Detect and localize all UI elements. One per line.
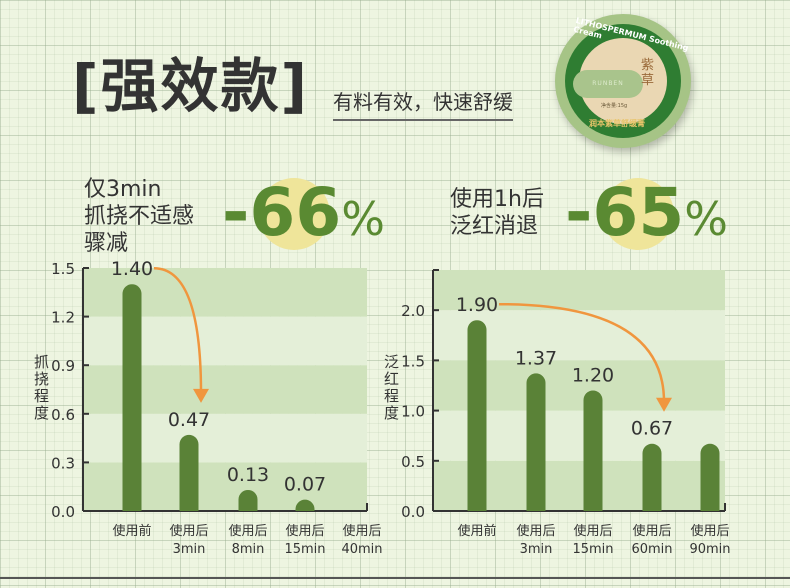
x-tick-label: 使用后 bbox=[169, 523, 208, 539]
y-tick-label: 0.5 bbox=[401, 453, 425, 471]
x-tick-label: 使用前 bbox=[457, 523, 496, 539]
bar bbox=[122, 284, 142, 511]
bar bbox=[295, 499, 315, 511]
x-tick-label: 使用后 bbox=[632, 523, 671, 539]
data-label: 0.47 bbox=[168, 409, 210, 431]
x-tick-label: 40min bbox=[341, 542, 382, 557]
data-label: 0.07 bbox=[284, 474, 326, 496]
plot-band bbox=[433, 270, 725, 311]
stat-description-2: 使用1h后 泛红消退 bbox=[450, 186, 544, 240]
page-title: [强效款] bbox=[72, 52, 310, 120]
x-tick-label: 15min bbox=[572, 542, 613, 557]
y-axis-label-2: 泛红程度 bbox=[384, 353, 400, 422]
y-axis-label-1: 抓挠程度 bbox=[34, 353, 50, 422]
y-tick-label: 1.2 bbox=[51, 309, 75, 327]
x-tick-label: 60min bbox=[631, 542, 672, 557]
y-tick-label: 1.5 bbox=[51, 260, 75, 278]
x-tick-label: 使用后 bbox=[516, 523, 555, 539]
data-label: 1.90 bbox=[456, 294, 498, 316]
bar bbox=[179, 434, 199, 511]
x-tick-label: 3min bbox=[520, 542, 553, 557]
product-net-content: 净含量:15g bbox=[601, 103, 628, 109]
x-tick-label: 使用后 bbox=[285, 523, 324, 539]
x-tick-label: 3min bbox=[173, 542, 206, 557]
trend-arrow bbox=[153, 266, 203, 393]
y-tick-label: 0.3 bbox=[51, 454, 75, 472]
arrow-head-icon bbox=[193, 388, 209, 403]
x-tick-label: 15min bbox=[284, 542, 325, 557]
y-tick-label: 2.0 bbox=[401, 302, 425, 320]
stat-line: 使用1h后 bbox=[450, 187, 544, 212]
redness-chart: 0.0 0.5 1.0 1.5 2.0 1.90 使用前 1.37 使用后 3min 1.20 使用后… bbox=[401, 269, 731, 557]
y-tick-label: 0.6 bbox=[51, 406, 75, 424]
stat-line: 骤减 bbox=[84, 231, 129, 256]
y-tick-label: 0.0 bbox=[401, 503, 425, 521]
x-tick-label: 使用前 bbox=[112, 523, 151, 539]
page-subtitle: 有料有效，快速舒缓 bbox=[333, 86, 513, 121]
trend-arrow bbox=[498, 302, 666, 402]
y-tick-label: 1.5 bbox=[401, 352, 425, 370]
stat-unit: % bbox=[341, 192, 385, 246]
bar bbox=[238, 489, 258, 511]
divider bbox=[0, 577, 790, 579]
y-tick-label: 0.0 bbox=[51, 503, 75, 521]
x-tick-label: 使用后 bbox=[573, 523, 612, 539]
product-logo: RUNBEN bbox=[573, 70, 643, 98]
product-name-cn: 紫草 bbox=[641, 58, 655, 88]
product-name: 润本紫草舒缓膏 bbox=[589, 119, 645, 128]
data-label: 1.37 bbox=[515, 347, 557, 369]
stat-line: 泛红消退 bbox=[450, 214, 539, 239]
x-tick-label: 90min bbox=[689, 542, 730, 557]
x-tick-label: 使用后 bbox=[228, 523, 267, 539]
arrow-head-icon bbox=[656, 397, 672, 412]
stat-value-1: -66% bbox=[222, 178, 385, 254]
stat-number: -66 bbox=[222, 174, 342, 251]
x-tick-label: 8min bbox=[232, 542, 265, 557]
bar bbox=[467, 320, 487, 511]
highlight-circle bbox=[602, 178, 674, 250]
stat-unit: % bbox=[684, 192, 728, 246]
stat-line: 抓挠不适感 bbox=[84, 204, 195, 229]
x-tick-label: 使用后 bbox=[342, 523, 381, 539]
bar bbox=[642, 443, 662, 511]
stat-number: -65 bbox=[565, 174, 685, 251]
scratch-chart: 0.0 0.3 0.6 0.9 1.2 1.5 1.40 使用前 0.47 使用后 3min 0.13… bbox=[51, 258, 382, 557]
bar bbox=[700, 443, 720, 511]
stat-description-1: 仅3min 抓挠不适感 骤减 bbox=[84, 176, 194, 257]
stat-line: 仅3min bbox=[84, 177, 162, 202]
bar bbox=[526, 373, 546, 511]
data-label: 0.13 bbox=[227, 464, 269, 486]
highlight-circle bbox=[258, 178, 330, 250]
product-image: LITHOSPERMUM Soothing Cream RUNBEN 紫草 净含… bbox=[555, 14, 691, 148]
bar bbox=[583, 390, 603, 511]
y-tick-label: 1.0 bbox=[401, 403, 425, 421]
data-label: 0.67 bbox=[631, 418, 673, 440]
x-tick-label: 使用后 bbox=[690, 523, 729, 539]
data-label: 1.40 bbox=[111, 258, 153, 280]
y-tick-label: 0.9 bbox=[51, 357, 75, 375]
stat-value-2: -65% bbox=[565, 178, 728, 254]
data-label: 1.20 bbox=[572, 365, 614, 387]
